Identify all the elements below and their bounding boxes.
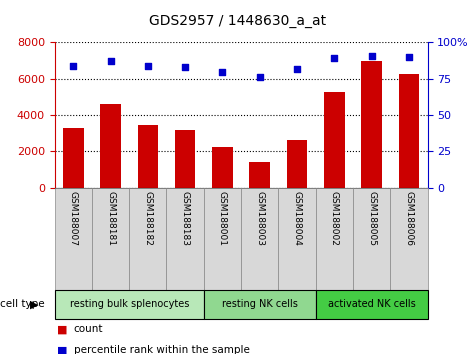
Bar bbox=[278, 188, 316, 290]
Bar bbox=[129, 188, 166, 290]
Bar bbox=[55, 290, 204, 319]
Bar bbox=[249, 162, 270, 188]
Bar bbox=[138, 125, 158, 188]
Bar bbox=[315, 188, 353, 290]
Point bbox=[144, 63, 152, 69]
Bar bbox=[353, 188, 390, 290]
Bar bbox=[92, 188, 129, 290]
Bar bbox=[204, 188, 241, 290]
Text: resting bulk splenocytes: resting bulk splenocytes bbox=[69, 299, 189, 309]
Text: ▶: ▶ bbox=[30, 299, 39, 309]
Text: percentile rank within the sample: percentile rank within the sample bbox=[74, 346, 249, 354]
Text: GSM188003: GSM188003 bbox=[255, 191, 264, 246]
Bar bbox=[212, 147, 233, 188]
Bar bbox=[241, 188, 278, 290]
Point bbox=[107, 58, 114, 64]
Text: GSM188005: GSM188005 bbox=[367, 191, 376, 246]
Text: GSM188181: GSM188181 bbox=[106, 191, 115, 246]
Text: GSM188006: GSM188006 bbox=[404, 191, 413, 246]
Text: GSM188183: GSM188183 bbox=[180, 191, 190, 246]
Point bbox=[69, 63, 77, 69]
Bar bbox=[55, 188, 92, 290]
Bar bbox=[399, 74, 419, 188]
Text: resting NK cells: resting NK cells bbox=[222, 299, 298, 309]
Bar bbox=[315, 290, 428, 319]
Text: GSM188007: GSM188007 bbox=[69, 191, 78, 246]
Point bbox=[368, 53, 375, 58]
Bar bbox=[390, 188, 428, 290]
Point bbox=[256, 74, 264, 80]
Text: activated NK cells: activated NK cells bbox=[328, 299, 416, 309]
Bar bbox=[204, 290, 315, 319]
Text: GSM188001: GSM188001 bbox=[218, 191, 227, 246]
Bar bbox=[167, 188, 204, 290]
Bar bbox=[324, 92, 344, 188]
Text: ■: ■ bbox=[57, 346, 67, 354]
Bar bbox=[361, 61, 382, 188]
Text: ■: ■ bbox=[57, 324, 67, 334]
Text: count: count bbox=[74, 324, 103, 334]
Bar bbox=[175, 130, 195, 188]
Bar bbox=[100, 104, 121, 188]
Bar bbox=[63, 128, 84, 188]
Point bbox=[331, 56, 338, 61]
Text: GDS2957 / 1448630_a_at: GDS2957 / 1448630_a_at bbox=[149, 14, 326, 28]
Bar bbox=[287, 141, 307, 188]
Text: GSM188182: GSM188182 bbox=[143, 191, 152, 246]
Point bbox=[181, 64, 189, 70]
Text: cell type: cell type bbox=[0, 299, 45, 309]
Text: GSM188004: GSM188004 bbox=[293, 191, 302, 246]
Point bbox=[405, 54, 413, 60]
Point bbox=[293, 66, 301, 72]
Text: GSM188002: GSM188002 bbox=[330, 191, 339, 246]
Point bbox=[218, 69, 226, 74]
